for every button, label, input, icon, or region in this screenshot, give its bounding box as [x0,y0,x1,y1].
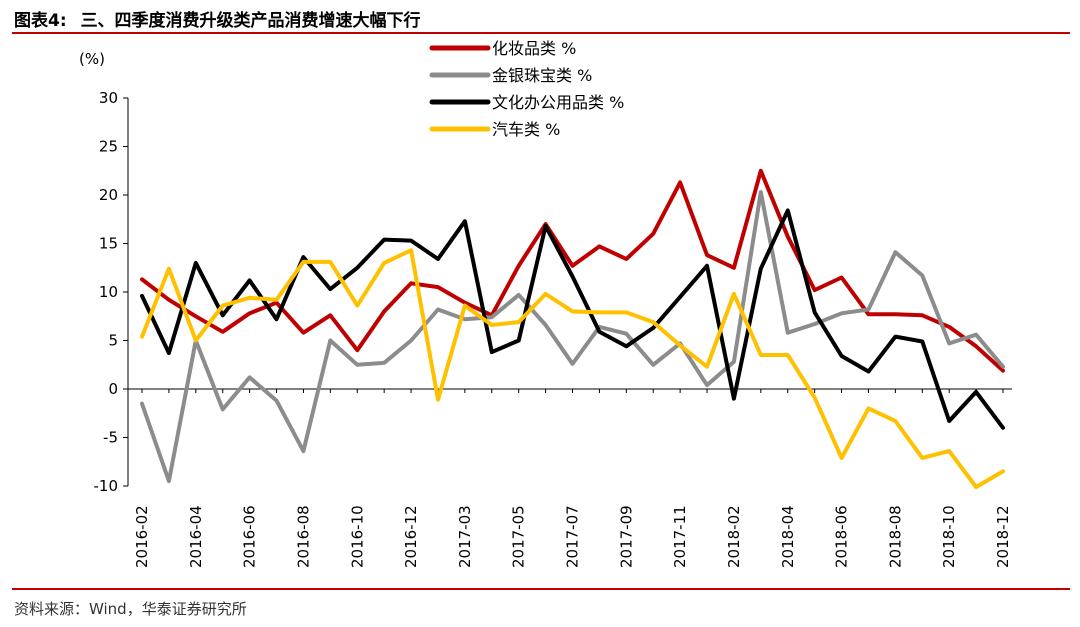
x-tick-label: 2017-05 [510,505,528,568]
x-tick-label: 2018-04 [779,505,797,568]
series-line-2 [140,190,1005,484]
y-tick-label: 25 [99,138,118,156]
x-tick-label: 2017-11 [671,505,689,568]
legend-label-1: 化妆品类 % [492,39,576,58]
series-lines [140,168,1005,489]
y-axis-unit-label: (%) [79,50,105,68]
x-tick-label: 2018-06 [833,505,851,568]
source-note: 资料来源：Wind，华泰证券研究所 [14,600,247,618]
header-divider [12,32,1070,34]
x-tick-label: 2017-09 [617,505,635,568]
x-tick-label: 2018-02 [725,505,743,568]
legend-label-3: 文化办公用品类 % [492,93,624,112]
legend-label-4: 汽车类 % [492,120,560,139]
series-line-3 [140,208,1005,430]
x-tick-label: 2018-12 [994,505,1012,568]
y-tick-label: -5 [103,429,118,447]
x-tick-label: 2017-07 [564,505,582,568]
x-tick-label: 2016-06 [241,505,259,568]
legend: 化妆品类 % 金银珠宝类 % 文化办公用品类 % 汽车类 % [429,39,624,139]
axes: (%) 30 25 20 15 10 5 0 -5 -10 2016-02 2016-04 2016-0… [79,50,1012,568]
x-tick-label: 2016-08 [294,505,312,568]
x-tick-label: 2018-10 [940,505,958,568]
y-tick-label: 15 [99,235,118,253]
y-tick-label: 30 [99,89,118,107]
y-tick-label: 0 [108,380,118,398]
figure-header: 图表4: 三、四季度消费升级类产品消费增速大幅下行 [14,6,421,31]
x-tick-label: 2016-04 [187,505,205,568]
x-tick-label: 2016-12 [402,505,420,568]
y-tick-label: 10 [99,283,118,301]
figure-title: 三、四季度消费升级类产品消费增速大幅下行 [80,11,421,31]
series-line-4 [140,248,1005,489]
x-tick-label: 2016-02 [133,505,151,568]
series-line-1 [140,168,1005,373]
y-tick-label: -10 [94,477,119,495]
y-tick-label: 20 [99,186,118,204]
x-tick-label: 2017-03 [456,505,474,568]
figure-label: 图表4: [14,11,67,31]
legend-label-2: 金银珠宝类 % [492,66,592,85]
x-tick-label: 2016-10 [348,505,366,568]
y-tick-label: 5 [108,332,118,350]
x-tick-label: 2018-08 [886,505,904,568]
footer-divider [12,588,1070,590]
